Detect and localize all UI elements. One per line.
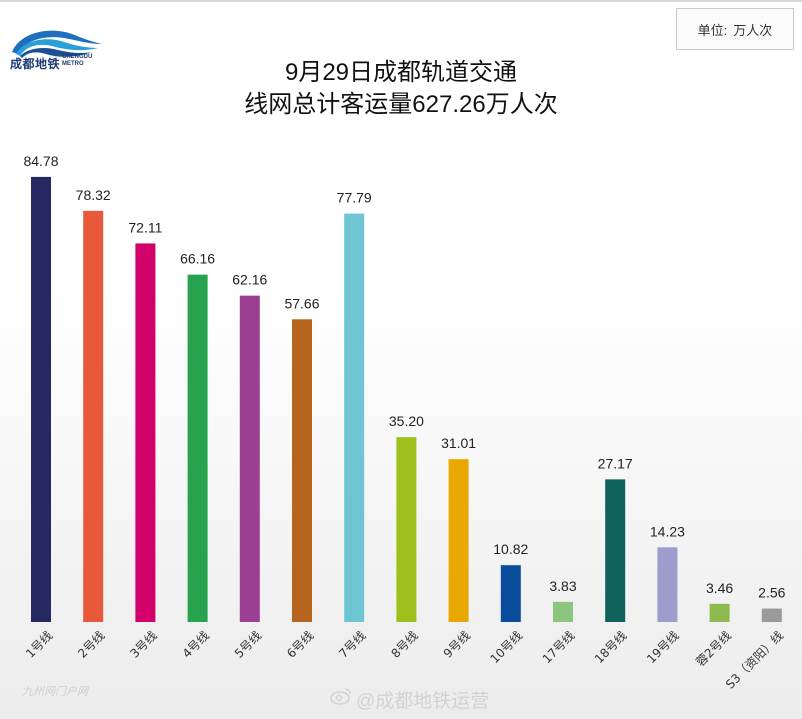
bar-4 — [187, 274, 208, 622]
chart-title-line2: 线网总计客运量627.26万人次 — [244, 91, 558, 118]
bar-12 — [605, 479, 626, 622]
bar-value-label-5: 62.16 — [232, 272, 267, 288]
bar-5 — [239, 295, 260, 622]
category-label-6: 6号线 — [284, 628, 316, 660]
category-label-5: 5号线 — [232, 628, 264, 660]
unit-value: 万人次 — [733, 22, 773, 38]
watermark-right: @成都地铁运营 — [356, 691, 490, 712]
logo-english-text: CHENGDU METRO — [62, 54, 92, 68]
top-border-line — [0, 0, 802, 2]
category-label-14: 蓉2号线 — [693, 628, 734, 669]
category-label-9: 9号线 — [441, 628, 473, 660]
bar-value-label-14: 3.46 — [706, 580, 733, 596]
bar-7 — [344, 213, 365, 623]
bar-15 — [761, 608, 782, 622]
category-label-1: 1号线 — [23, 628, 55, 660]
bar-6 — [292, 319, 312, 622]
bar-value-label-12: 27.17 — [598, 455, 633, 471]
category-label-3: 3号线 — [127, 628, 159, 660]
bar-8 — [396, 437, 417, 622]
bar-value-label-13: 14.23 — [650, 523, 685, 539]
bar-value-label-9: 31.01 — [441, 435, 476, 451]
category-label-12: 18号线 — [592, 628, 630, 666]
bar-value-label-1: 84.78 — [23, 153, 58, 169]
chart-title-line1: 9月29日成都轨道交通 — [284, 59, 518, 86]
bar-value-label-3: 72.11 — [128, 219, 162, 235]
bar-value-label-2: 78.32 — [76, 187, 111, 203]
category-label-4: 4号线 — [180, 628, 212, 660]
bar-value-label-7: 77.79 — [337, 190, 372, 206]
category-label-13: 19号线 — [644, 628, 682, 666]
bar-3 — [135, 243, 156, 623]
category-label-7: 7号线 — [336, 628, 368, 660]
watermark-left: 九州网门户网 — [22, 686, 88, 698]
unit-box: 单位: 万人次 — [676, 8, 794, 50]
unit-label: 单位: — [697, 22, 728, 38]
bar-value-label-11: 3.83 — [549, 578, 576, 594]
logo-english-line2: METRO — [62, 61, 84, 67]
bar-value-label-4: 66.16 — [180, 251, 215, 267]
bar-value-label-6: 57.66 — [284, 295, 319, 311]
category-label-11: 17号线 — [540, 628, 578, 666]
bar-value-label-8: 35.20 — [389, 413, 424, 429]
category-label-8: 8号线 — [388, 628, 420, 660]
bar-9 — [448, 459, 469, 622]
bar-2 — [83, 210, 104, 622]
bar-10 — [500, 565, 521, 622]
bar-value-label-10: 10.82 — [493, 541, 528, 557]
chengdu-metro-logo-icon — [12, 30, 102, 58]
category-label-2: 2号线 — [75, 628, 107, 660]
bar-1 — [31, 176, 51, 622]
logo-chinese-text: 成都地铁 — [10, 57, 61, 71]
logo-english-line1: CHENGDU — [62, 54, 93, 60]
bar-11 — [553, 601, 573, 622]
bar-value-label-15: 2.56 — [758, 585, 785, 601]
weibo-icon — [330, 688, 351, 705]
bar-14 — [709, 603, 730, 622]
bar-13 — [657, 547, 678, 622]
category-label-10: 10号线 — [487, 628, 525, 666]
